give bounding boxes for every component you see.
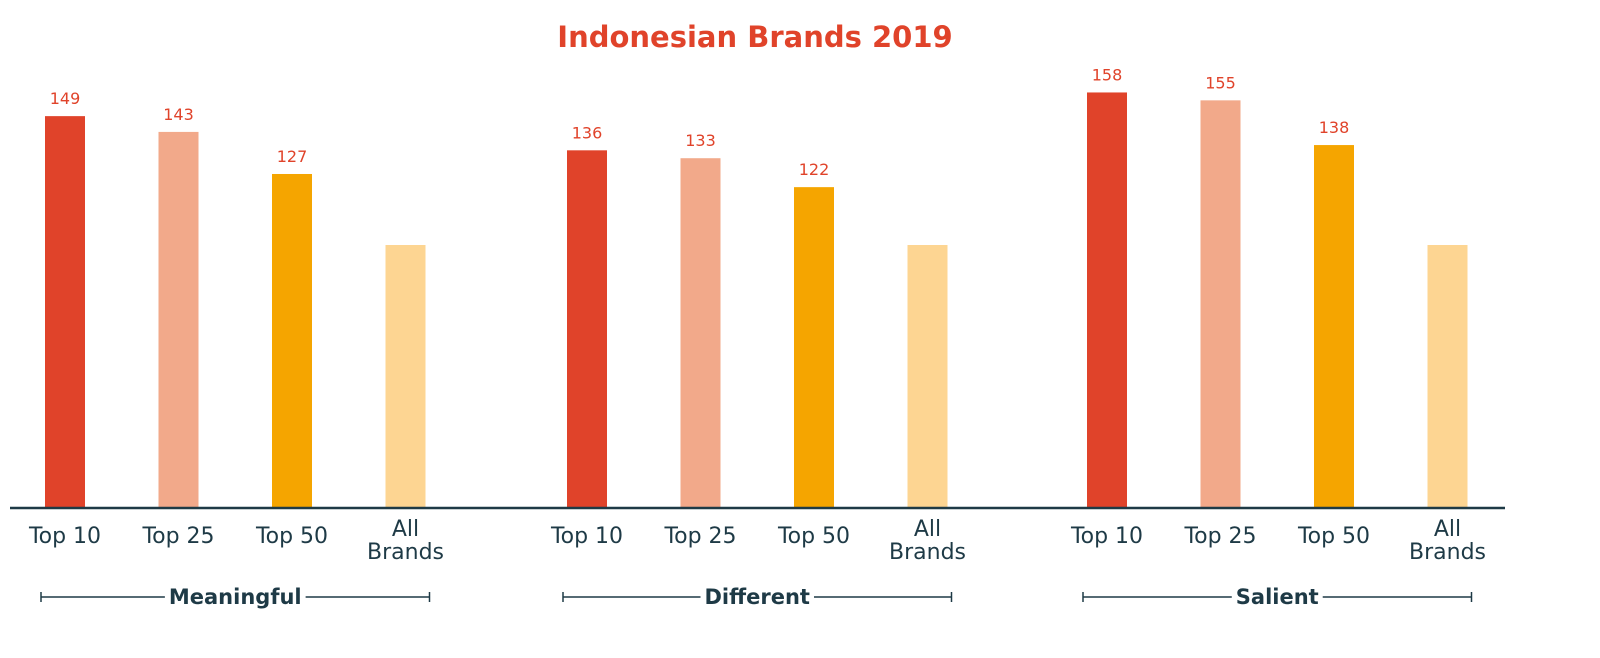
value-label: 133 <box>685 131 716 150</box>
category-label: All Brands <box>367 517 444 565</box>
bar-different-top-25 <box>680 158 721 508</box>
value-label: 158 <box>1092 65 1123 84</box>
value-label: 149 <box>50 89 81 108</box>
group-label-meaningful: Meaningful <box>169 585 302 609</box>
bars: 149 143 127 136 133 122 158 155 138 <box>45 65 1468 509</box>
value-label: 155 <box>1205 73 1236 92</box>
bar-different-all-brands <box>907 245 948 508</box>
bar-salient-top-50 <box>1314 145 1354 508</box>
category-label: Top 10 <box>1070 524 1143 549</box>
category-label: All Brands <box>1409 517 1486 565</box>
bar-meaningful-all-brands <box>385 245 426 508</box>
group-labels: Meaningful Different Salient <box>40 585 1473 609</box>
bar-salient-all-brands <box>1427 245 1468 508</box>
chart-title: Indonesian Brands 2019 <box>557 20 952 54</box>
category-label: Top 50 <box>255 524 328 549</box>
value-label: 127 <box>277 147 308 166</box>
bar-different-top-10 <box>567 150 607 508</box>
category-label: Top 25 <box>1183 524 1256 549</box>
group-label-different: Different <box>705 585 810 609</box>
bar-meaningful-top-50 <box>272 173 312 509</box>
category-label: Top 10 <box>550 524 623 549</box>
bar-meaningful-top-25 <box>158 131 199 508</box>
category-label: Top 25 <box>663 524 736 549</box>
category-label: Top 50 <box>1297 524 1370 549</box>
group-label-salient: Salient <box>1236 585 1319 609</box>
category-label: Top 25 <box>141 524 214 549</box>
value-label: 143 <box>163 105 194 124</box>
value-label: 122 <box>799 160 830 179</box>
category-label: Top 10 <box>28 524 101 549</box>
category-labels: Top 10 Top 25 Top 50 All Brands Top 10 Top 25 T… <box>28 517 1486 565</box>
bar-meaningful-top-10 <box>45 116 85 508</box>
value-label: 136 <box>572 123 603 142</box>
bar-different-top-50 <box>794 187 834 508</box>
bar-salient-top-10 <box>1087 92 1127 509</box>
category-label: All Brands <box>889 517 966 565</box>
bar-salient-top-25 <box>1200 100 1241 508</box>
category-label: Top 50 <box>777 524 850 549</box>
value-label: 138 <box>1319 118 1350 137</box>
